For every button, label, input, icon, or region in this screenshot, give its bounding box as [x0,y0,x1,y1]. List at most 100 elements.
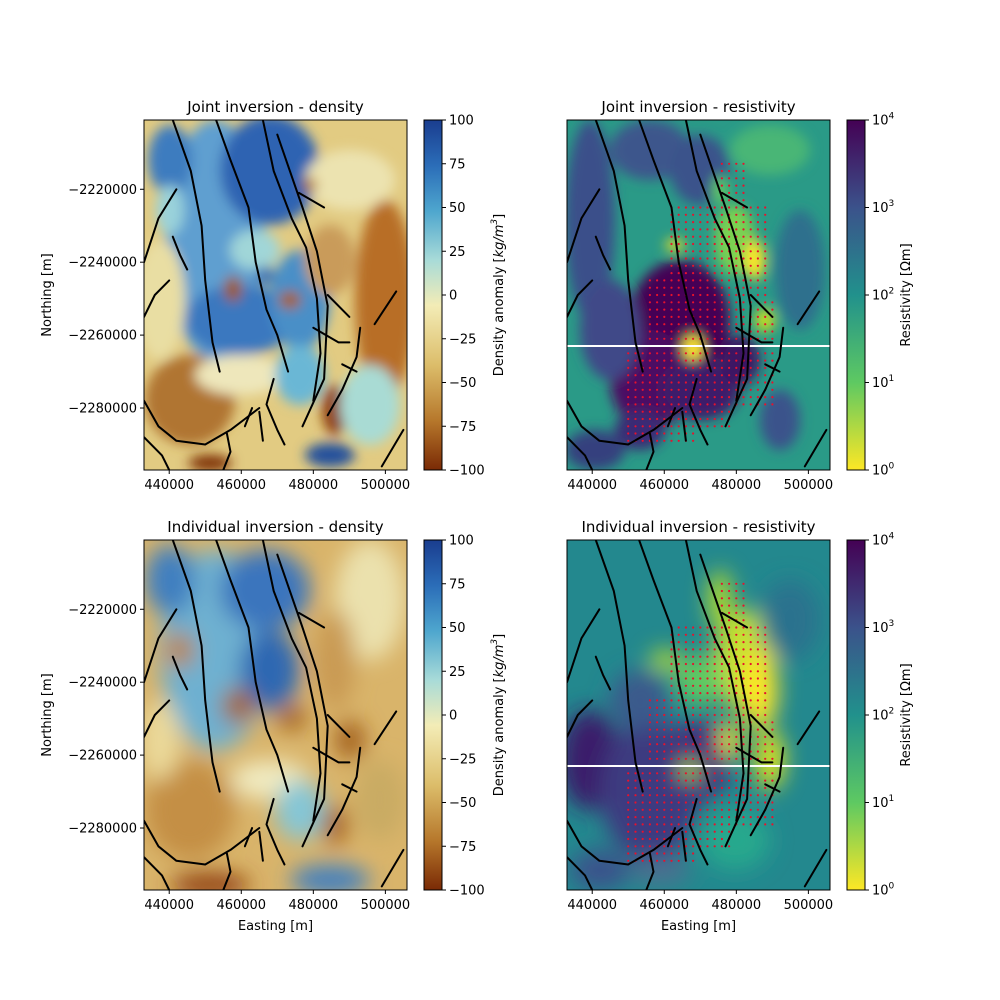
station-marker [764,330,767,333]
station-marker [706,641,709,644]
station-marker [692,235,695,238]
station-marker [699,823,702,826]
fault-line [749,294,774,318]
station-marker [742,662,745,666]
fault-line [144,188,178,264]
fault-line [749,714,774,738]
colorbar-tick-label: 101 [872,794,894,811]
station-marker [764,381,767,384]
station-marker [699,692,702,695]
station-marker [656,432,659,435]
station-marker [749,786,752,790]
station-marker [684,250,688,253]
station-marker [656,699,659,702]
station-marker [692,743,695,746]
station-marker [684,721,688,724]
fault-line [276,133,329,428]
fault-line [243,827,254,848]
station-marker [699,410,702,413]
station-marker [684,264,688,267]
station-marker [728,323,731,326]
station-marker [677,388,680,391]
station-marker [728,388,731,391]
station-marker [706,816,709,819]
station-marker [756,794,760,797]
station-marker [749,381,752,384]
station-marker [670,779,673,782]
colorbar-tick-label: −100 [449,884,485,899]
station-marker [677,845,680,848]
station-marker [670,692,673,695]
density-field [144,540,407,890]
station-marker [692,286,695,289]
station-marker [656,315,659,318]
station-marker [699,279,702,282]
station-marker [764,794,767,797]
station-marker [735,330,738,333]
station-marker [692,757,695,760]
station-marker [677,808,680,811]
x-axis: 440000 460000 480000 500000 [567,890,833,913]
station-marker [627,823,630,826]
fault-line [265,797,286,866]
x-tick-label: 500000 [784,898,834,913]
station-marker [706,662,709,666]
station-marker [713,315,716,318]
station-marker [764,374,767,377]
station-marker [663,432,666,435]
station-marker [692,648,695,651]
station-marker [713,713,716,717]
station-marker [756,388,760,391]
fault-line [144,699,171,738]
station-marker [692,713,695,717]
station-marker [641,417,644,421]
station-marker [713,264,716,267]
station-marker [663,721,666,724]
station-marker [764,648,767,651]
station-marker [749,366,752,369]
station-marker [720,589,724,593]
station-marker [764,337,767,340]
station-marker [692,670,695,673]
fault-line [699,133,752,428]
fault-line [681,830,687,862]
station-marker [648,830,652,833]
station-marker [756,743,760,746]
station-marker [663,396,666,399]
station-marker [684,396,688,399]
station-marker [728,779,731,782]
station-marker [749,279,752,282]
station-marker [706,808,709,811]
fault-line [341,783,358,793]
station-marker [756,655,760,658]
station-marker [684,301,688,304]
station-marker [706,713,709,717]
station-marker [706,308,709,311]
colorbar-tick-label: −50 [449,796,476,811]
station-marker [656,859,659,862]
station-marker [677,352,680,355]
station-marker [706,721,709,724]
station-marker [677,206,680,209]
station-marker [699,257,702,260]
station-marker [728,684,731,687]
station-marker [684,837,688,841]
station-marker [699,242,702,246]
station-marker [648,845,652,848]
station-marker [771,779,774,782]
station-marker [720,699,724,702]
station-marker [742,169,745,173]
station-marker [720,315,724,318]
station-marker [728,801,731,804]
x-tick-label: 480000 [712,898,762,913]
station-marker [742,177,745,180]
station-marker [641,794,644,797]
station-marker [720,257,724,260]
station-marker [699,772,702,775]
station-marker [692,633,695,636]
station-marker [627,381,630,384]
station-marker [684,213,688,216]
colorbar-tick-label: −100 [449,464,485,479]
station-marker [728,315,731,318]
